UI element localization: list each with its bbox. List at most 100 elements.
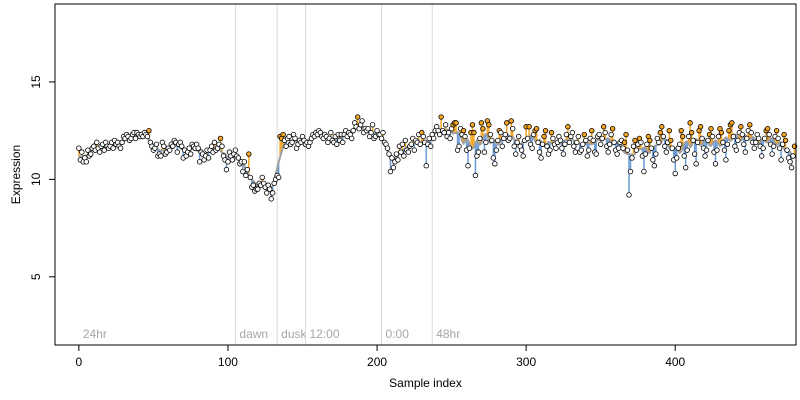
data-point [729,120,735,126]
data-point [205,155,212,161]
deviation-bar-below [467,139,469,166]
deviation-bar-above [750,132,753,139]
data-point [405,149,412,155]
data-point [557,137,564,144]
deviation-bar-below [285,139,287,147]
data-point [650,157,656,163]
deviation-bar-above [535,128,538,143]
deviation-bar-below [465,139,468,151]
data-point [431,135,437,142]
deviation-bar-above [659,132,662,144]
deviation-bar-above [768,134,770,141]
data-point [354,114,361,120]
data-point [146,127,152,134]
data-point [97,149,103,155]
data-point [629,155,635,161]
data-point [235,155,242,161]
data-point [465,163,471,169]
data-point [663,149,669,155]
data-point [83,159,90,165]
deviation-bar-below [743,136,745,145]
data-point [580,141,586,147]
deviation-bar-above [589,138,591,145]
deviation-bar-below [342,136,344,143]
data-point [769,151,775,157]
data-point [563,131,570,138]
deviation-bar-below [242,163,244,172]
region-label: dusk [281,327,307,341]
data-point [158,153,164,159]
data-point [117,145,124,151]
data-point [423,163,429,169]
data-point [453,120,459,126]
deviation-bar-below [655,145,657,155]
deviation-bar-below [429,140,432,147]
data-point [395,157,401,163]
x-tick-label: 400 [665,355,685,369]
deviation-bar-above [401,144,404,151]
data-point [638,139,644,146]
data-point [684,147,690,153]
data-point [674,155,680,161]
deviation-bar-above [213,142,216,148]
data-point [581,131,587,138]
data-point [486,122,492,128]
deviation-bar-above [699,126,702,146]
deviation-bar-below [705,139,708,151]
data-point [328,129,334,136]
data-point [608,131,614,138]
data-point [715,133,722,140]
data-point [600,124,607,130]
data-point [349,135,355,142]
data-point [615,145,622,151]
data-point [480,126,486,132]
data-point [493,147,500,153]
data-point [132,135,139,142]
deviation-bar-above [330,132,332,139]
data-point [630,143,637,149]
deviation-bar-below [389,155,392,172]
deviation-bar-above [698,130,700,145]
deviation-bar-below [683,143,685,156]
deviation-bar-above [632,146,635,155]
data-point [669,145,675,151]
deviation-bar-below [198,152,201,162]
deviation-bar-above [577,136,580,144]
data-point [289,139,295,146]
deviation-bar-below [425,142,427,166]
x-tick-label: 200 [367,355,387,369]
deviation-bar-below [271,186,274,194]
data-point [460,127,467,134]
data-point [766,131,772,138]
data-point [508,118,514,124]
data-point [548,129,555,136]
data-point [186,145,192,151]
deviation-bar-above [404,140,407,148]
region-label: 24hr [83,327,107,341]
data-point [79,149,85,155]
deviation-bar-below [403,149,405,156]
data-point [593,151,599,157]
data-point [507,135,513,142]
data-point [678,127,684,134]
data-point [472,172,479,179]
data-point [483,139,489,146]
data-point [380,129,386,136]
data-point [779,141,786,147]
deviation-bar-above [604,132,606,140]
data-point [739,131,746,138]
data-point [571,143,577,149]
data-point [705,137,711,144]
data-point [167,147,173,153]
data-point [399,141,406,147]
deviation-bar-above [221,146,223,153]
deviation-bar-above [747,130,750,139]
data-point [644,141,650,147]
data-point [475,149,482,155]
data-point [350,127,356,134]
deviation-bar-below [734,134,736,147]
deviation-bar-below [644,147,647,155]
data-point [609,126,616,132]
data-point [398,149,404,155]
data-point [694,139,701,146]
